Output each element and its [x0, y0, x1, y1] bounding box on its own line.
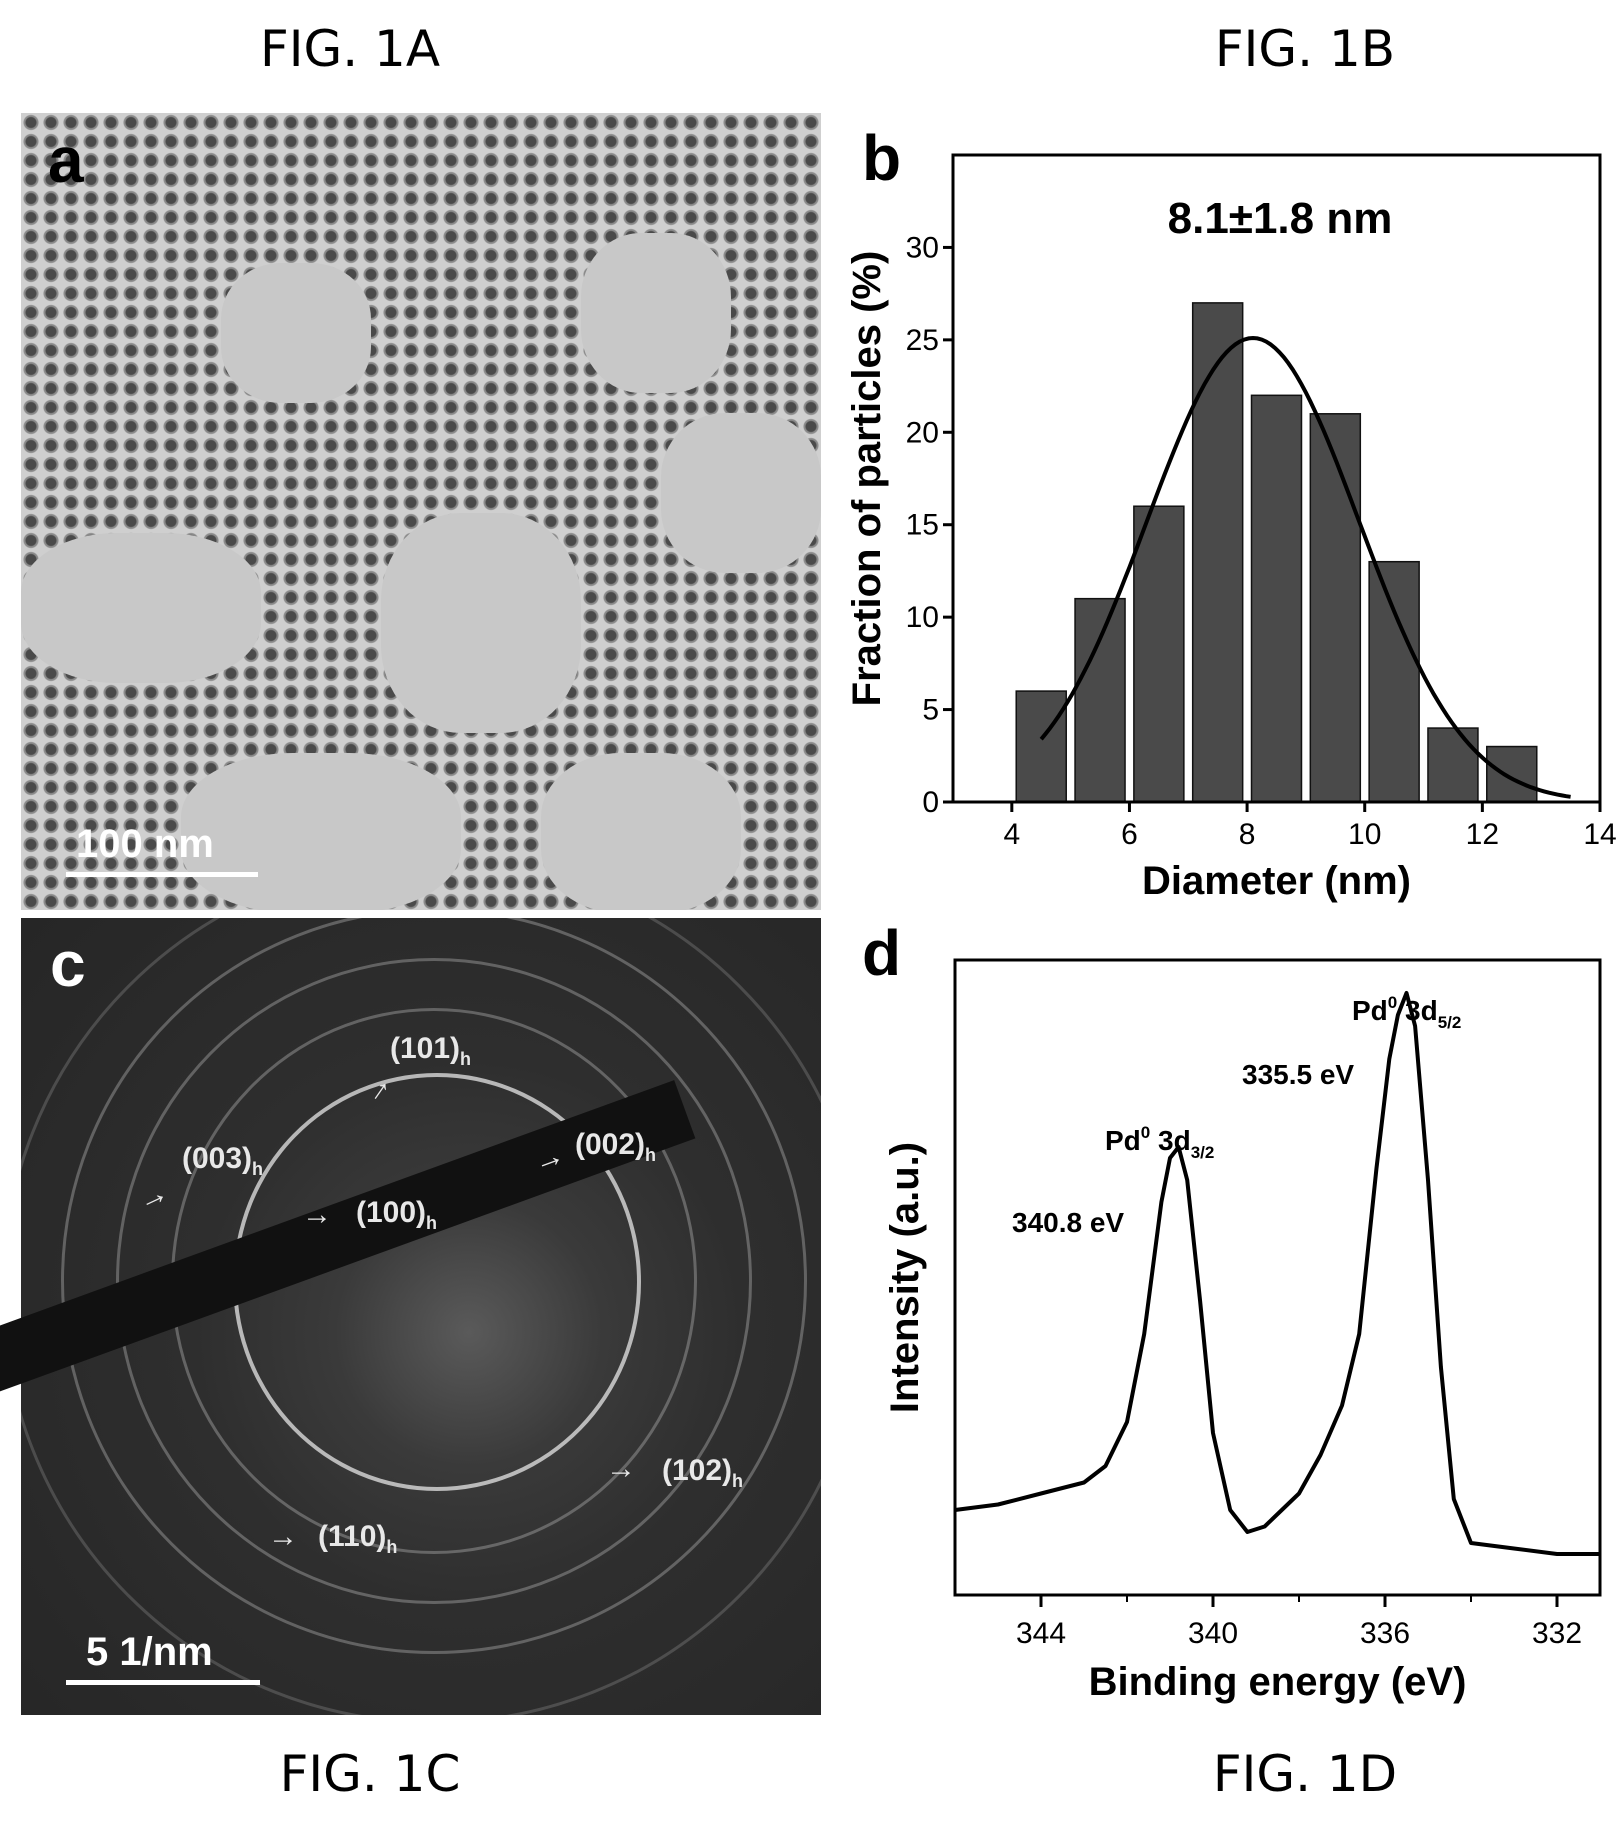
y-tick-label: 30	[906, 231, 939, 264]
plot-frame	[951, 153, 1602, 804]
x-axis-label: Binding energy (eV)	[1089, 1660, 1467, 1704]
y-tick-label: 10	[906, 601, 939, 634]
x-tick-label: 10	[1348, 818, 1381, 851]
histogram-bar	[1074, 597, 1126, 803]
panel-letter-c: c	[50, 928, 86, 1000]
distribution-annotation: 8.1±1.8 nm	[1168, 194, 1393, 243]
y-tick-label: 0	[922, 786, 939, 819]
caption-fig-1d: FIG. 1D	[1212, 1745, 1398, 1803]
histogram-chart-b: b 4 6 8 10 12 14 0 5 10 15 20 25 30 Diameter (nm) Fract…	[845, 122, 1617, 903]
x-axis-label: Diameter (nm)	[1142, 859, 1411, 903]
histogram-bar	[1309, 413, 1362, 803]
x-tick-label: 336	[1360, 1617, 1410, 1650]
ring-label-003: (003)h	[182, 1142, 264, 1179]
y-tick-label: 15	[906, 509, 939, 542]
x-tick-label: 14	[1583, 818, 1616, 851]
peak-energy-335-5: 335.5 eV	[1242, 1059, 1354, 1090]
xps-spectrum-line	[954, 991, 1600, 1556]
x-tick-label: 8	[1239, 818, 1256, 851]
y-axis-label: Intensity (a.u.)	[883, 1142, 927, 1413]
x-tick-label: 4	[1003, 818, 1020, 851]
x-tick-label: 340	[1188, 1617, 1238, 1650]
panel-letter-b: b	[862, 122, 901, 194]
y-tick-label: 25	[906, 324, 939, 357]
peak-label-3d52: Pd0 3d5/2	[1352, 993, 1461, 1032]
histogram-bar	[1368, 560, 1420, 803]
ring-label-102: (102)h	[662, 1454, 744, 1491]
plot-frame	[953, 958, 1602, 1597]
ring-label-002: (002)h	[575, 1128, 657, 1165]
arrow-100-icon: →	[302, 1198, 332, 1231]
y-tick-label: 20	[906, 416, 939, 449]
scalebar-line-c	[66, 1680, 260, 1685]
ring-label-101: (101)h	[390, 1032, 472, 1069]
histogram-bar	[1133, 505, 1185, 803]
caption-fig-1b: FIG. 1B	[1214, 20, 1396, 78]
x-tick-label: 332	[1532, 1617, 1582, 1650]
histogram-bar	[1015, 690, 1067, 803]
peak-energy-340-8: 340.8 eV	[1012, 1207, 1124, 1238]
gaussian-fit-line	[1039, 335, 1571, 799]
arrow-110-icon: →	[268, 1520, 298, 1553]
peak-label-3d32: Pd0 3d3/2	[1105, 1123, 1214, 1162]
ring-label-110: (110)h	[318, 1520, 398, 1557]
panel-letter-d: d	[862, 920, 901, 989]
panel-letter-a: a	[48, 124, 84, 196]
scalebar-label-c: 5 1/nm	[86, 1630, 213, 1674]
x-tick-label: 12	[1466, 818, 1499, 851]
caption-fig-1a: FIG. 1A	[259, 20, 441, 78]
tem-image-panel-a	[21, 113, 821, 910]
x-tick-label: 6	[1121, 818, 1138, 851]
xps-chart-d: d 344 340 336 332 Binding energy (eV) Intensit…	[862, 920, 1602, 1704]
histogram-bar	[1250, 394, 1303, 803]
histogram-bar	[1191, 302, 1244, 803]
arrow-102-icon: →	[606, 1452, 636, 1485]
scalebar-label-a: 100 nm	[76, 822, 214, 866]
histogram-bar	[1486, 745, 1538, 803]
x-tick-label: 344	[1016, 1617, 1066, 1650]
histogram-bar	[1427, 727, 1479, 803]
scalebar-line-a	[66, 872, 258, 877]
y-axis-label: Fraction of particles (%)	[845, 251, 889, 707]
caption-fig-1c: FIG. 1C	[279, 1745, 461, 1803]
y-tick-label: 5	[922, 694, 939, 727]
ring-label-100: (100)h	[356, 1196, 438, 1233]
